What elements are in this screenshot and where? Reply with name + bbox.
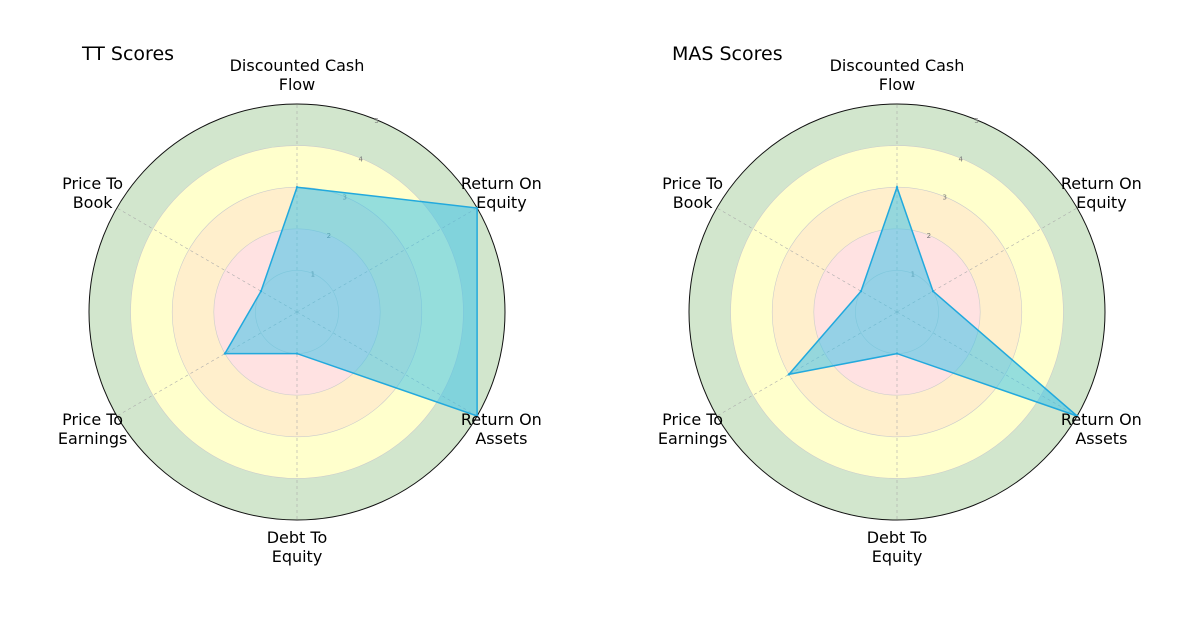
category-label: Return On Equity [461, 174, 542, 212]
data-point [895, 352, 899, 355]
data-point [931, 290, 935, 293]
radial-tick-label: 5 [374, 117, 378, 125]
radial-tick-label: 4 [958, 155, 963, 163]
chart-title-tt: TT Scores [81, 43, 174, 65]
category-label: Debt To Equity [867, 528, 928, 566]
data-point [475, 206, 479, 210]
data-point [295, 186, 299, 189]
data-point [859, 290, 863, 293]
category-label: Price To Earnings [658, 410, 727, 448]
radial-tick-label: 2 [927, 232, 931, 240]
data-point [895, 186, 899, 189]
tt-scores-radar: 12345 TT Scores Discounted CashFlowRetur… [58, 43, 542, 566]
data-point [223, 352, 227, 355]
category-label: Return On Equity [1061, 174, 1142, 212]
radial-gridline [730, 145, 1064, 479]
category-label: Price To Book [662, 174, 723, 212]
outer-ring [688, 103, 1106, 521]
spoke-gridline [116, 311, 298, 417]
category-label: Return On Assets [461, 410, 542, 448]
spoke-gridline [716, 207, 898, 313]
chart-title-mas: MAS Scores [672, 43, 783, 65]
category-label: Debt To Equity [267, 528, 328, 566]
radial-tick-label: 3 [943, 194, 947, 202]
data-point [475, 414, 479, 418]
radial-tick-label: 5 [974, 117, 978, 125]
category-label: Return On Assets [1061, 410, 1142, 448]
spoke-gridline [116, 207, 298, 313]
data-point [295, 352, 299, 355]
data-point [787, 373, 791, 376]
data-point [259, 290, 263, 293]
data-point [1075, 414, 1079, 418]
category-label: Discounted Cash Flow [830, 56, 965, 94]
mas-scores-radar: 12345 MAS Scores Discounted CashFlowRetu… [658, 43, 1142, 566]
category-label: Discounted Cash Flow [230, 56, 365, 94]
category-label: Price To Book [62, 174, 123, 212]
spoke-gridline [896, 207, 1078, 313]
category-label: Price To Earnings [58, 410, 127, 448]
radial-tick-label: 4 [358, 155, 363, 163]
outer-ring [88, 103, 506, 521]
